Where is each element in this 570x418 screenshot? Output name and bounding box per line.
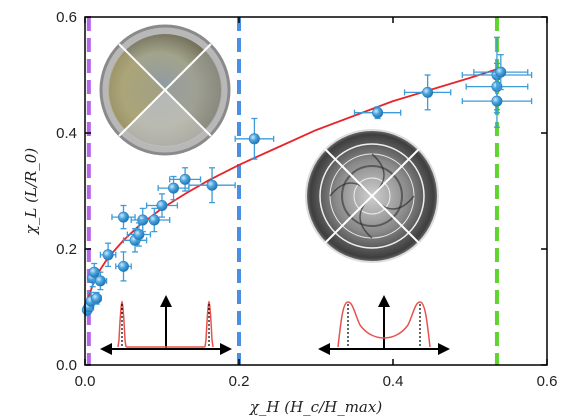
y-tick-label: 0.2: [56, 241, 77, 258]
data-point-marker: [248, 133, 260, 145]
threshold-lines: [86, 17, 499, 365]
data-point-6: [91, 291, 103, 305]
x-tick-label: 0.6: [537, 373, 558, 390]
data-point-17: [169, 167, 202, 192]
data-point-marker: [148, 214, 160, 226]
data-point-20: [353, 106, 402, 120]
data-point-marker: [118, 211, 130, 223]
data-point-19: [234, 117, 275, 160]
x-tick-label: 0.0: [75, 373, 96, 390]
y-tick-label: 0.6: [56, 9, 77, 26]
data-point-5: [88, 262, 100, 282]
inset-photo-smooth-sample: [99, 24, 231, 156]
x-axis-ticks: 0.0 0.2 0.4 0.6: [75, 17, 558, 390]
data-point-marker: [372, 107, 384, 119]
y-axis-label: χ_L (L/R_0): [22, 148, 40, 236]
data-point-marker: [206, 179, 218, 191]
y-tick-label: 0.4: [56, 125, 77, 142]
x-tick-label: 0.2: [229, 373, 250, 390]
inset-profile-diagram-narrow: [100, 295, 232, 355]
data-point-marker: [102, 249, 114, 261]
data-point-14: [138, 207, 171, 233]
data-point-16: [157, 175, 190, 201]
data-point-7: [93, 271, 108, 291]
data-point-marker: [91, 292, 103, 304]
x-tick-label: 0.4: [383, 373, 404, 390]
data-point-marker: [495, 66, 507, 78]
y-tick-label: 0.0: [56, 357, 77, 374]
data-point-15: [145, 193, 179, 218]
data-point-marker: [491, 95, 503, 107]
data-point-24: [461, 74, 533, 128]
data-point-21: [403, 74, 452, 111]
inset-photo-wrinkled-sample: [305, 129, 439, 263]
plot-frame: [84, 16, 548, 366]
data-point-marker: [168, 182, 180, 194]
data-point-marker: [94, 275, 106, 287]
inset-profile-diagram-broad: [318, 295, 450, 355]
data-point-marker: [156, 200, 168, 212]
data-point-10: [111, 204, 136, 230]
data-point-marker: [179, 173, 191, 185]
x-axis-label: χ_H (H_c/H_max): [249, 398, 383, 416]
data-point-8: [99, 242, 117, 268]
data-point-marker: [422, 86, 434, 98]
data-point-18: [188, 167, 236, 204]
data-point-marker: [118, 260, 130, 272]
data-point-25: [473, 54, 529, 91]
data-points: [81, 36, 533, 317]
data-point-12: [126, 222, 152, 247]
y-axis-ticks: 0.0 0.2 0.4 0.6: [56, 9, 547, 374]
data-point-9: [115, 251, 132, 282]
